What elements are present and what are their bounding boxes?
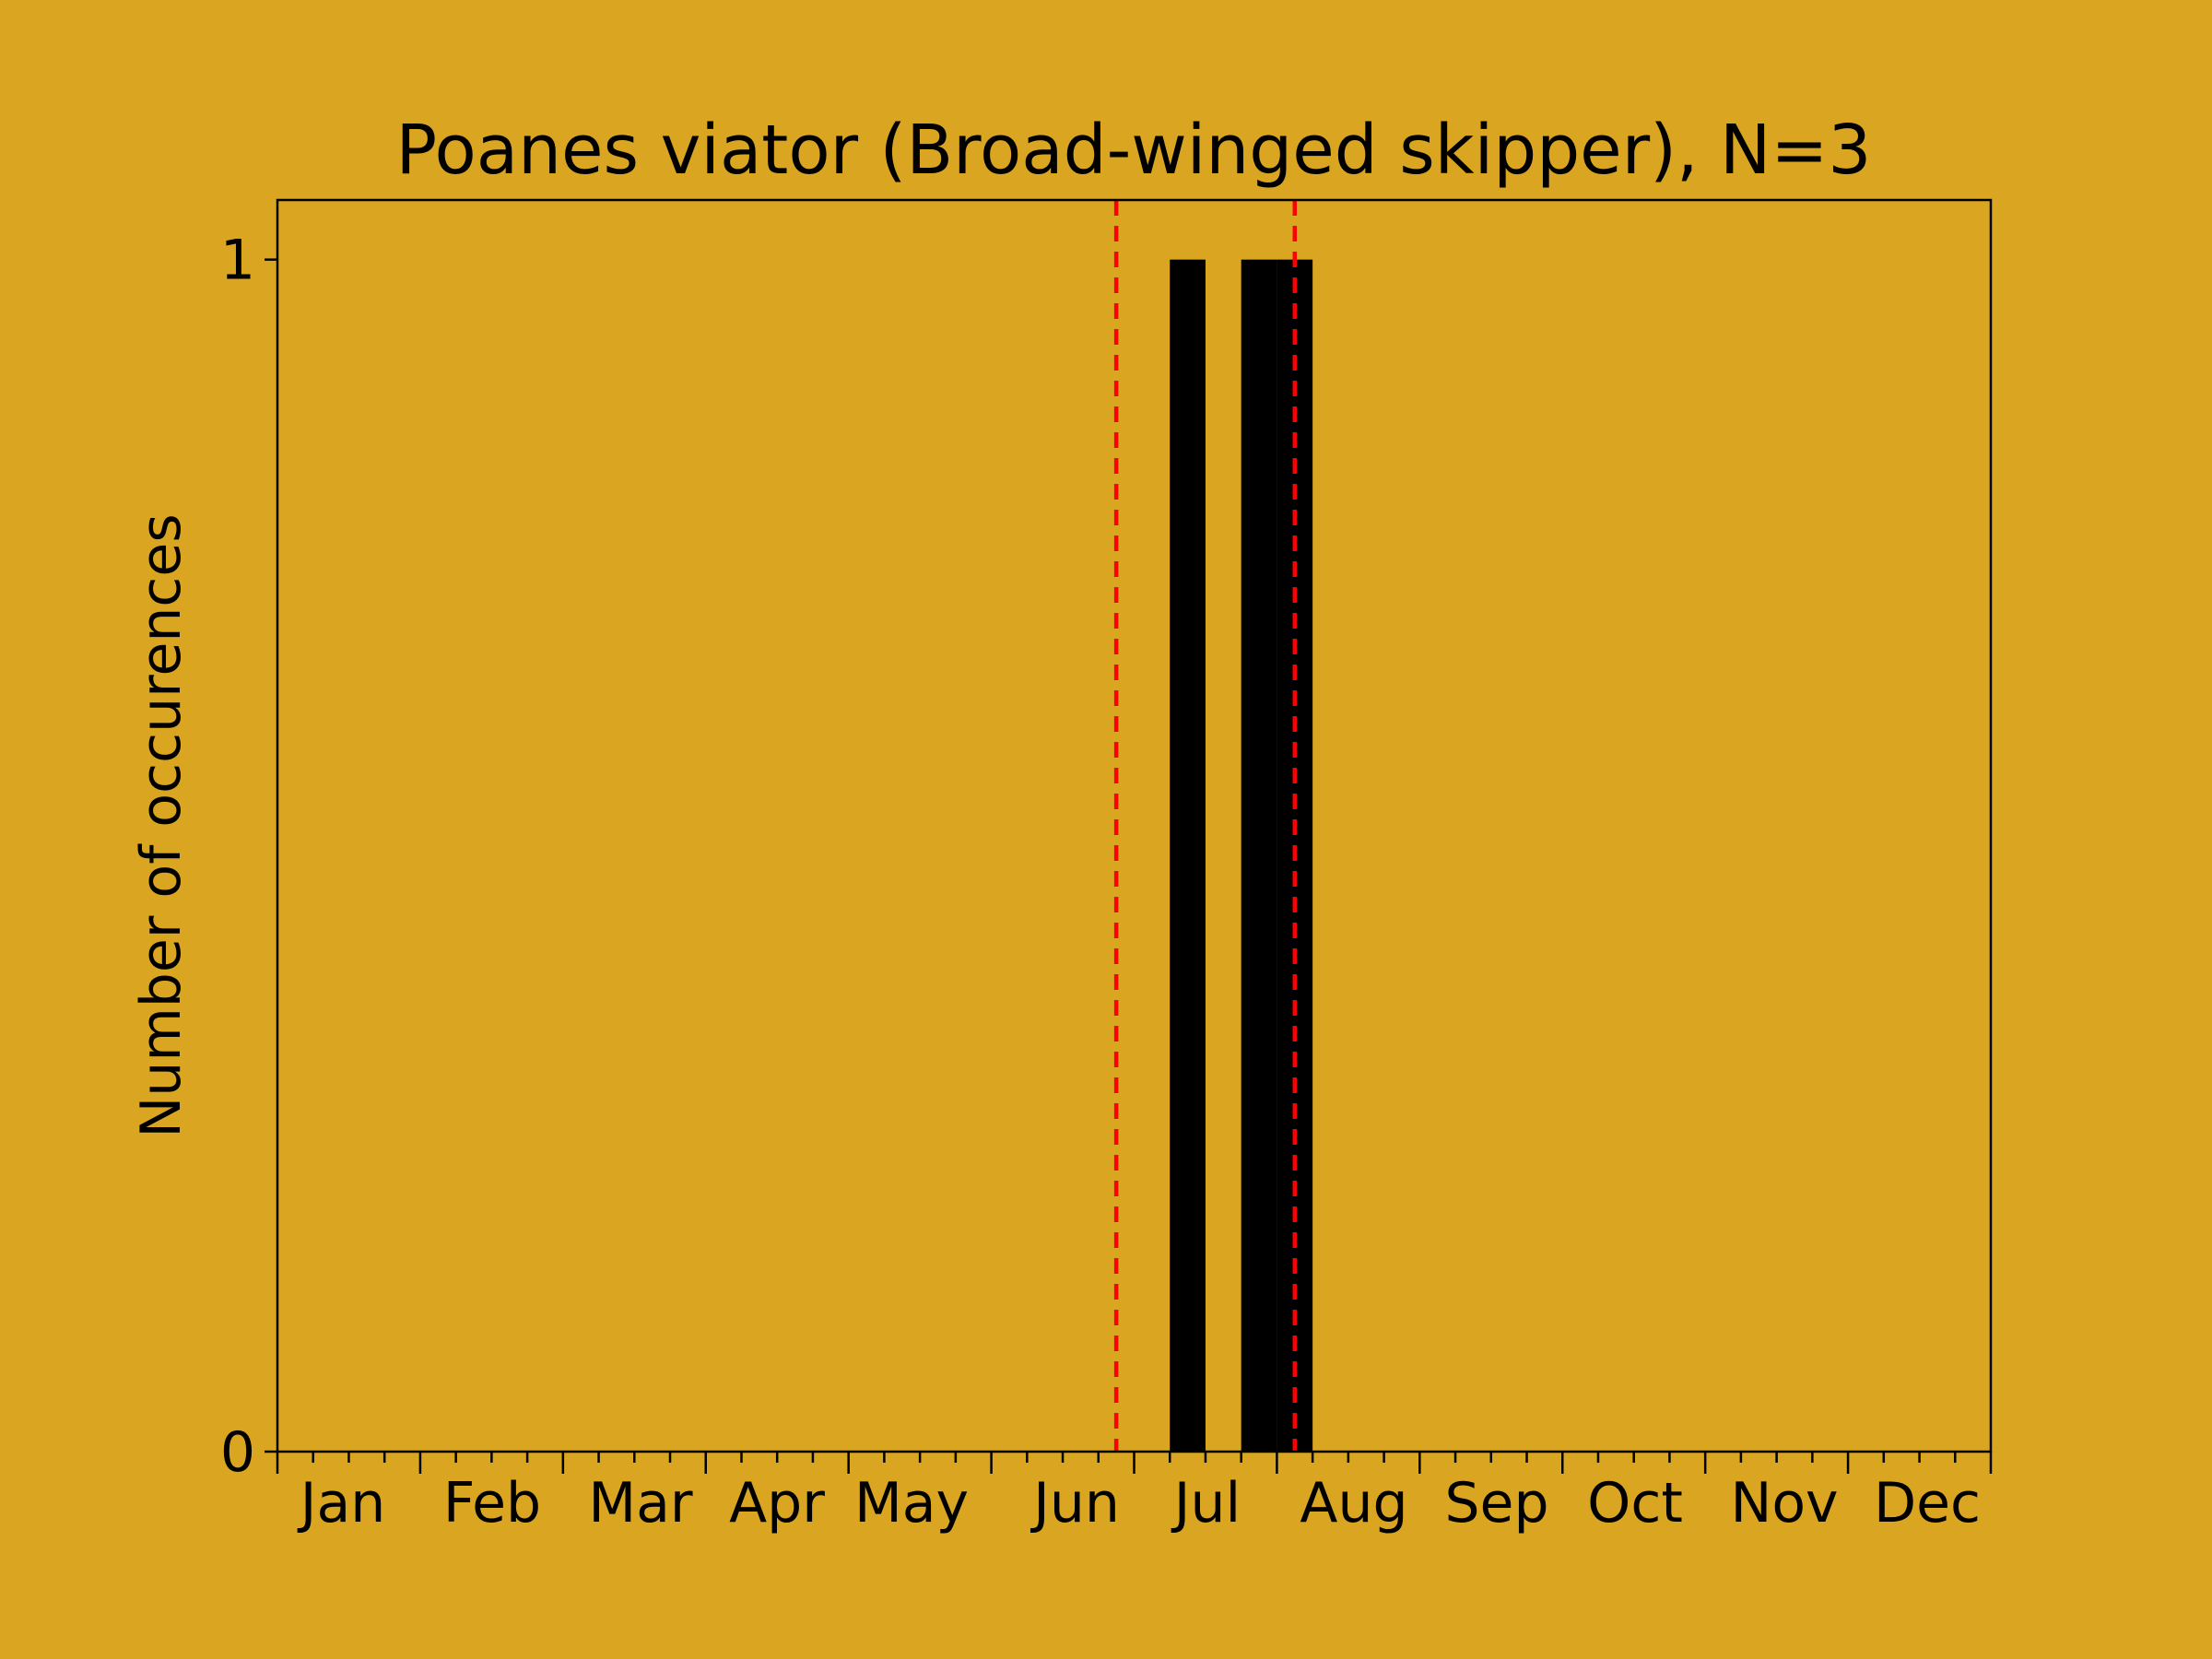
bar [1170, 259, 1206, 1453]
x-tick-label: May [854, 1471, 969, 1535]
y-tick-label: 0 [220, 1420, 255, 1485]
chart-title: Poanes viator (Broad-winged skipper), N=… [396, 111, 1872, 190]
y-ticks: 01 [220, 229, 277, 1485]
x-tick-label: Apr [729, 1471, 825, 1535]
x-tick-label: Dec [1874, 1471, 1981, 1535]
x-tick-label: Sep [1444, 1471, 1548, 1535]
plot-frame [276, 198, 1993, 1453]
x-tick-label: Oct [1587, 1471, 1683, 1535]
x-ticks: Jan Feb Mar Apr May Jun Jul Aug Sep Oct Nov Dec [276, 1452, 1993, 1535]
x-tick-label: Jul [1171, 1471, 1241, 1535]
x-tick-label: Aug [1300, 1471, 1407, 1535]
reference-lines [1113, 200, 1298, 1452]
y-axis-label: Number of occurences [129, 513, 194, 1137]
x-tick-label: Jun [1030, 1471, 1120, 1535]
x-tick-label: Jan [297, 1471, 386, 1535]
y-tick-label: 1 [220, 229, 255, 293]
x-tick-label: Mar [588, 1471, 693, 1535]
bars [1170, 259, 1313, 1453]
x-tick-label: Feb [443, 1471, 541, 1535]
x-tick-label: Nov [1730, 1471, 1838, 1535]
bar [1241, 259, 1277, 1453]
